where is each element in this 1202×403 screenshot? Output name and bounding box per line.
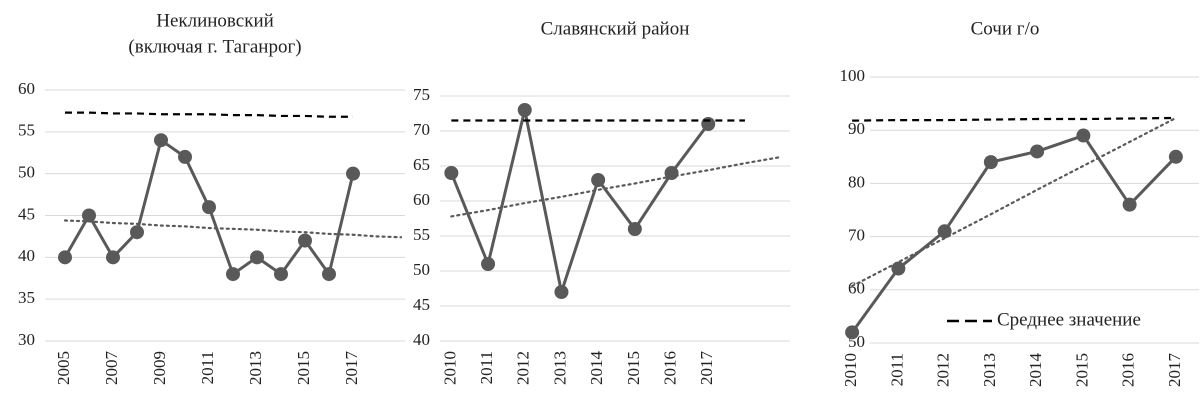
x-tick-label: 2007 xyxy=(102,351,121,386)
point xyxy=(58,250,72,265)
series-line xyxy=(852,116,1176,122)
series-line xyxy=(450,155,783,218)
y-tick-label: 70 xyxy=(848,226,865,245)
point xyxy=(106,250,120,265)
series-line xyxy=(850,133,1177,334)
point xyxy=(202,200,216,215)
x-tick-label: 2014 xyxy=(587,351,606,386)
y-tick-label: 30 xyxy=(18,330,35,349)
y-tick-label: 50 xyxy=(18,163,35,182)
point xyxy=(983,155,998,170)
point xyxy=(891,261,906,276)
point xyxy=(701,117,716,131)
point xyxy=(274,267,288,282)
y-tick-label: 90 xyxy=(848,119,865,138)
x-tick-label: 2014 xyxy=(1026,353,1045,388)
point xyxy=(178,149,192,164)
point xyxy=(937,224,952,239)
x-tick-label: 2012 xyxy=(514,351,533,385)
x-tick-label: 2011 xyxy=(198,351,217,384)
x-tick-label: 2010 xyxy=(841,353,860,387)
x-tick-label: 2015 xyxy=(1072,353,1091,387)
point xyxy=(1076,128,1091,143)
series-line xyxy=(63,219,403,239)
y-tick-label: 75 xyxy=(413,85,430,104)
point xyxy=(1168,149,1183,164)
legend-label: Среднее значение xyxy=(997,309,1141,330)
chart-title: Славянский район xyxy=(541,18,690,39)
y-tick-label: 50 xyxy=(413,260,430,279)
x-tick-label: 2013 xyxy=(246,351,265,385)
series-line xyxy=(65,111,353,118)
point xyxy=(517,103,532,117)
y-tick-label: 80 xyxy=(848,172,865,191)
x-tick-label: 2013 xyxy=(980,353,999,387)
y-tick-label: 60 xyxy=(18,79,35,98)
point xyxy=(845,325,860,340)
y-tick-label: 60 xyxy=(848,279,865,298)
y-tick-label: 45 xyxy=(18,204,35,223)
y-tick-label: 35 xyxy=(18,288,35,307)
point xyxy=(154,133,168,148)
point xyxy=(1122,197,1137,212)
x-tick-label: 2017 xyxy=(1165,353,1184,388)
x-tick-label: 2011 xyxy=(477,351,496,384)
chart-title: Сочи г/о xyxy=(971,18,1040,39)
y-tick-label: 55 xyxy=(18,121,35,140)
y-tick-label: 40 xyxy=(18,246,35,265)
point xyxy=(481,257,496,271)
x-tick-label: 2015 xyxy=(294,351,313,385)
y-tick-label: 70 xyxy=(413,120,430,139)
y-tick-label: 60 xyxy=(413,190,430,209)
y-tick-label: 55 xyxy=(413,225,430,244)
point xyxy=(1030,144,1045,159)
x-tick-label: 2016 xyxy=(660,351,679,385)
point xyxy=(322,267,336,282)
chart-title: (включая г. Таганрог) xyxy=(128,36,301,57)
point xyxy=(444,166,459,180)
x-tick-label: 2016 xyxy=(1119,353,1138,387)
y-tick-label: 100 xyxy=(840,66,866,85)
y-tick-label: 40 xyxy=(413,330,430,349)
point xyxy=(250,250,264,265)
chart-title: Неклиновский xyxy=(156,10,274,31)
x-tick-label: 2009 xyxy=(150,351,169,385)
series-line xyxy=(851,116,1177,288)
point xyxy=(627,222,642,236)
y-tick-label: 65 xyxy=(413,155,430,174)
point xyxy=(130,225,144,240)
point xyxy=(226,267,240,282)
point xyxy=(82,208,96,223)
series-line xyxy=(449,109,710,298)
x-tick-label: 2017 xyxy=(697,351,716,386)
x-tick-label: 2005 xyxy=(54,351,73,385)
x-tick-label: 2013 xyxy=(550,351,569,385)
point xyxy=(554,285,569,299)
point xyxy=(346,166,360,181)
x-tick-label: 2017 xyxy=(342,351,361,386)
x-tick-label: 2011 xyxy=(887,353,906,386)
point xyxy=(591,173,606,187)
x-tick-label: 2010 xyxy=(440,351,459,385)
y-tick-label: 45 xyxy=(413,295,430,314)
x-tick-label: 2015 xyxy=(624,351,643,385)
point xyxy=(298,233,312,248)
x-tick-label: 2012 xyxy=(934,353,953,387)
